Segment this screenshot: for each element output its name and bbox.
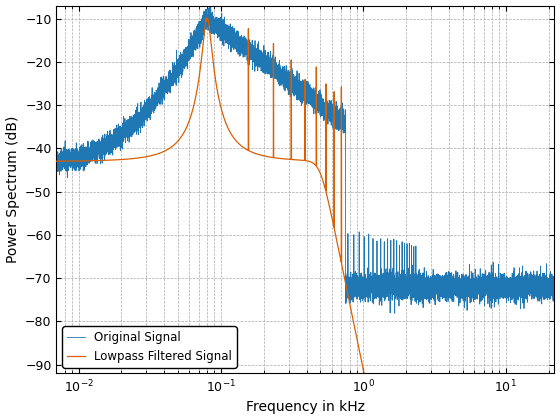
Lowpass Filtered Signal (182, 127, 189, 132)
Original Signal (308, 92, 315, 97)
Lowpass Filtered Signal (127, 156, 134, 161)
Y-axis label: Power Spectrum (dB): Power Spectrum (dB) (6, 116, 20, 263)
Lowpass Filtered Signal (356, 348, 363, 353)
Original Signal (127, 132, 134, 137)
Original Signal (315, 97, 322, 102)
Original Signal (356, 277, 363, 282)
Original Signal (80, 147, 86, 152)
Lowpass Filtered Signal (53, 159, 60, 164)
Line: Original Signal: Original Signal (57, 5, 554, 313)
Line: Lowpass Filtered Signal: Lowpass Filtered Signal (57, 18, 554, 420)
Original Signal (551, 282, 558, 287)
Original Signal (391, 311, 398, 316)
Lowpass Filtered Signal (204, 15, 211, 20)
X-axis label: Frequency in kHz: Frequency in kHz (246, 400, 365, 415)
Original Signal (207, 2, 214, 7)
Legend: Original Signal, Lowpass Filtered Signal: Original Signal, Lowpass Filtered Signal (62, 326, 237, 368)
Lowpass Filtered Signal (308, 160, 315, 165)
Original Signal (53, 156, 60, 161)
Lowpass Filtered Signal (315, 167, 322, 172)
Lowpass Filtered Signal (80, 158, 86, 163)
Original Signal (182, 58, 189, 63)
